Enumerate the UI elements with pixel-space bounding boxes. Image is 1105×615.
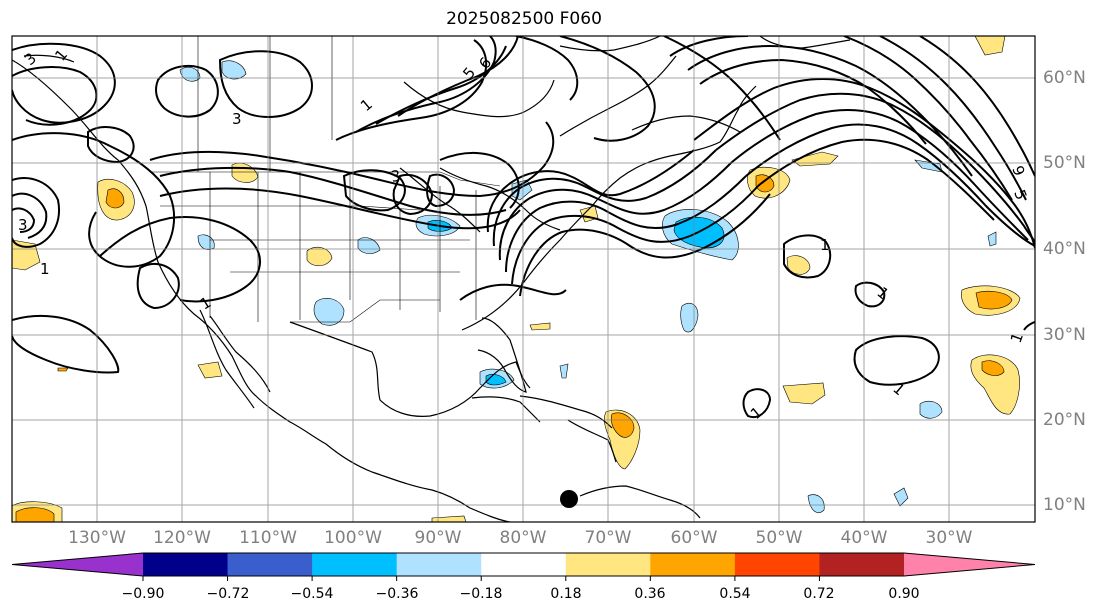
colorbar-extend-low	[12, 553, 143, 576]
colorbar-tick-label: −0.36	[375, 586, 419, 602]
negative-shading	[179, 60, 997, 513]
colorbar-tick-label: 0.90	[888, 586, 920, 602]
contour-lines	[12, 36, 1035, 418]
colorbar-tick-label: −0.54	[290, 586, 334, 602]
contour-label: 1	[820, 236, 830, 254]
map-title: 2025082500 F060	[446, 9, 602, 29]
colorbar-tick-label: −0.72	[206, 586, 250, 602]
map-frame	[11, 35, 1036, 523]
lat-label: 30°N	[1043, 325, 1086, 345]
storm-marker	[560, 490, 578, 508]
colorbar-swatch	[565, 553, 651, 576]
lon-label: 120°W	[153, 528, 211, 548]
colorbar-tick-label: 0.18	[550, 586, 582, 602]
lat-label: 10°N	[1043, 495, 1086, 515]
colorbar-tick-label: −0.18	[459, 586, 503, 602]
colorbar-swatch	[143, 553, 229, 576]
colorbar-swatch	[819, 553, 905, 576]
lon-label: 30°W	[925, 528, 973, 548]
lon-label: 70°W	[584, 528, 632, 548]
colorbar-swatch	[227, 553, 313, 576]
graticule	[12, 36, 1035, 522]
colorbar	[11, 552, 1036, 581]
colorbar-swatch	[734, 553, 820, 576]
lon-label: 130°W	[68, 528, 126, 548]
lon-label: 60°W	[670, 528, 718, 548]
colorbar-swatch	[481, 553, 567, 576]
colorbar-tick-label: −0.90	[121, 586, 165, 602]
lon-label: 90°W	[414, 528, 462, 548]
contour-label: 3	[232, 110, 242, 128]
colorbar-extend-high	[904, 553, 1035, 576]
contour-label: 3	[18, 216, 28, 234]
colorbar-swatch	[312, 553, 398, 576]
lat-label: 20°N	[1043, 410, 1086, 430]
lat-label: 60°N	[1043, 68, 1086, 88]
colorbar-swatch	[396, 553, 482, 576]
lon-label: 40°W	[840, 528, 888, 548]
lat-label: 40°N	[1043, 239, 1086, 259]
contour-label: 1	[40, 260, 50, 278]
lon-label: 50°W	[755, 528, 803, 548]
lat-label: 50°N	[1043, 153, 1086, 173]
colorbar-tick-label: 0.36	[634, 586, 666, 602]
lon-label: 80°W	[499, 528, 547, 548]
contour-label: 3	[390, 167, 403, 186]
colorbar-swatch	[650, 553, 736, 576]
colorbar-tick-label: 0.72	[803, 586, 835, 602]
lon-label: 110°W	[239, 528, 297, 548]
lon-label: 100°W	[324, 528, 382, 548]
colorbar-tick-label: 0.54	[719, 586, 751, 602]
